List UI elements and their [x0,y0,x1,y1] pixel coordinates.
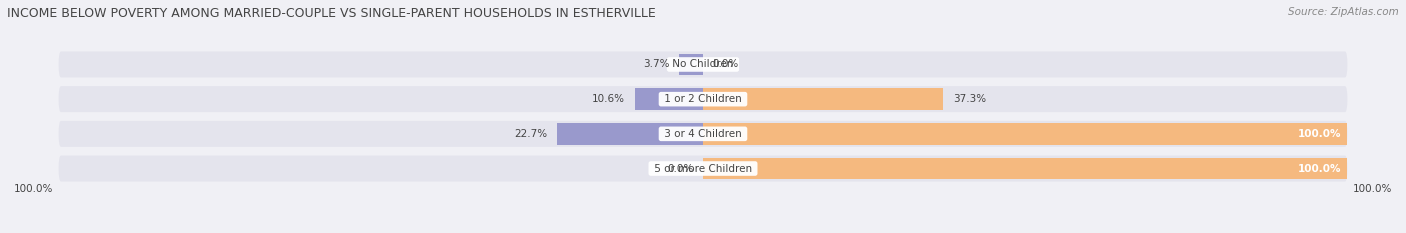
Bar [703,123,1347,145]
Text: 0.0%: 0.0% [713,59,740,69]
Text: INCOME BELOW POVERTY AMONG MARRIED-COUPLE VS SINGLE-PARENT HOUSEHOLDS IN ESTHERV: INCOME BELOW POVERTY AMONG MARRIED-COUPL… [7,7,655,20]
Text: 100.0%: 100.0% [1353,184,1392,194]
Text: 3 or 4 Children: 3 or 4 Children [661,129,745,139]
Text: 37.3%: 37.3% [953,94,986,104]
Bar [557,123,703,145]
Text: No Children: No Children [669,59,737,69]
Text: 10.6%: 10.6% [592,94,626,104]
FancyBboxPatch shape [59,86,1347,112]
Text: 100.0%: 100.0% [14,184,53,194]
FancyBboxPatch shape [59,121,1347,147]
Text: 100.0%: 100.0% [1298,129,1341,139]
Text: Source: ZipAtlas.com: Source: ZipAtlas.com [1288,7,1399,17]
Bar [679,54,703,75]
FancyBboxPatch shape [59,51,1347,78]
Text: 100.0%: 100.0% [1298,164,1341,174]
Text: 5 or more Children: 5 or more Children [651,164,755,174]
Text: 1 or 2 Children: 1 or 2 Children [661,94,745,104]
Bar [634,88,703,110]
Bar [703,88,943,110]
Text: 3.7%: 3.7% [643,59,669,69]
Bar [703,158,1347,179]
Text: 0.0%: 0.0% [666,164,693,174]
Text: 22.7%: 22.7% [515,129,547,139]
FancyBboxPatch shape [59,155,1347,182]
